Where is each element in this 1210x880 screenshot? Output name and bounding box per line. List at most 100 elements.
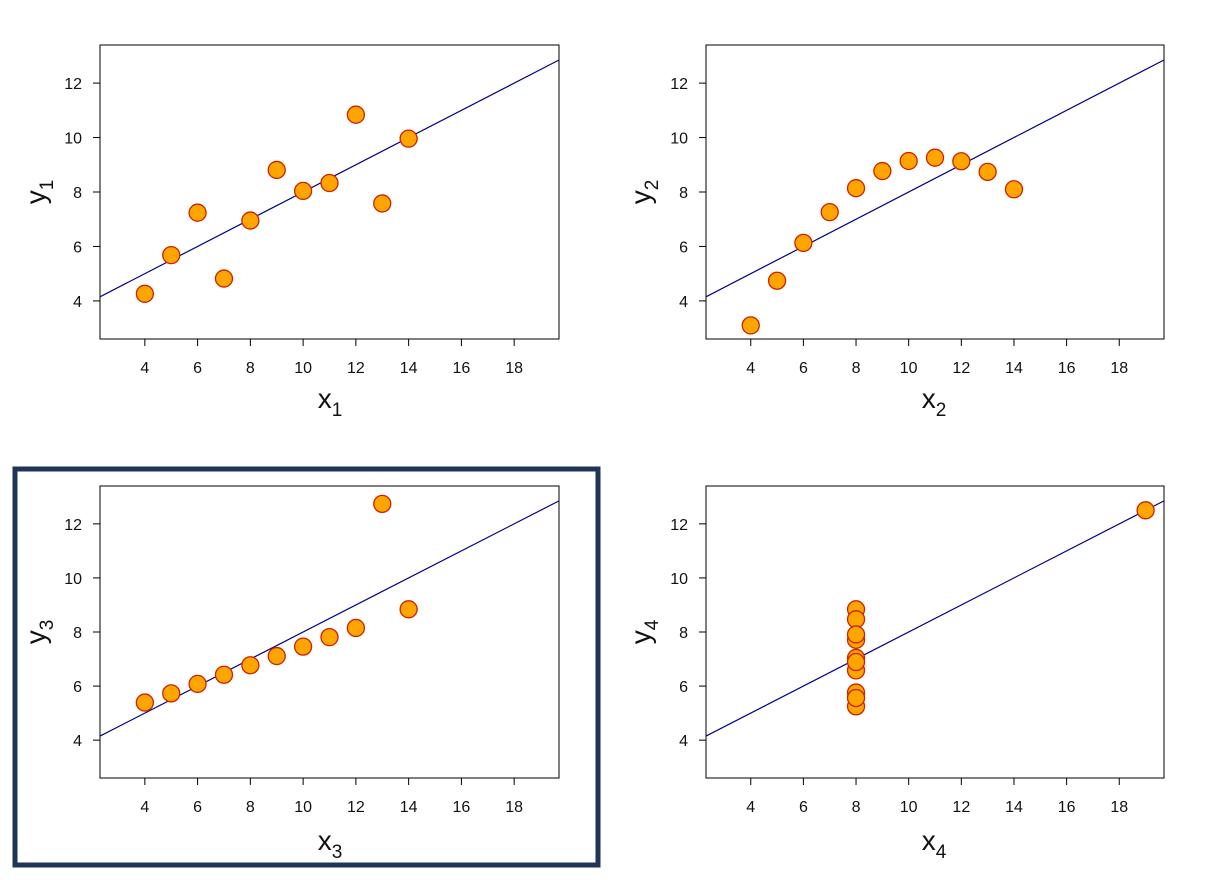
y-axis-label-main: y — [20, 190, 51, 204]
y-tick-label: 12 — [670, 517, 688, 534]
data-point — [346, 618, 366, 638]
y-tick-label: 6 — [679, 679, 688, 696]
data-point — [267, 160, 286, 180]
data-point — [241, 656, 260, 675]
x-axis-label-subscript: 4 — [936, 842, 947, 863]
x-axis-label: x3 — [318, 825, 343, 863]
data-point — [346, 105, 366, 124]
x-tick-label: 12 — [347, 799, 365, 816]
data-point — [162, 684, 181, 703]
data-point — [820, 202, 839, 222]
data-point — [267, 646, 286, 666]
x-tick-label: 6 — [799, 799, 808, 816]
y-axis-label-subscript: 1 — [37, 180, 58, 191]
data-point — [1004, 180, 1024, 199]
x-tick-label: 4 — [746, 360, 755, 377]
highlight-border — [12, 466, 601, 868]
x-tick-label: 12 — [952, 799, 970, 816]
x-tick-label: 10 — [294, 799, 312, 816]
data-point — [899, 151, 918, 171]
y-tick-label: 10 — [64, 571, 82, 588]
y-tick-label: 8 — [679, 625, 688, 642]
x-tick-label: 16 — [452, 360, 470, 377]
y-tick-label: 10 — [64, 131, 82, 148]
y-tick-label: 8 — [73, 185, 82, 202]
y-tick-label: 12 — [64, 517, 82, 534]
y-axis-label-subscript: 4 — [642, 619, 663, 630]
data-point — [214, 665, 234, 684]
y-tick-label: 6 — [679, 239, 688, 256]
data-point — [214, 269, 234, 288]
data-point — [241, 211, 260, 230]
x-axis-label-main: x — [922, 383, 936, 414]
y-tick-label: 10 — [670, 131, 688, 148]
x-tick-label: 12 — [347, 360, 365, 377]
x-tick-label: 18 — [1110, 799, 1128, 816]
x-tick-label: 4 — [140, 799, 149, 816]
y-tick-label: 4 — [679, 294, 688, 311]
y-tick-label: 12 — [670, 76, 688, 93]
x-tick-label: 8 — [852, 360, 861, 377]
x-tick-label: 14 — [400, 360, 418, 377]
x-axis-label: x4 — [922, 825, 947, 863]
x-axis-label: x2 — [922, 383, 947, 421]
y-axis-label: y4 — [625, 619, 663, 644]
data-point — [293, 637, 313, 656]
x-tick-label: 14 — [400, 799, 418, 816]
data-point — [952, 152, 971, 171]
data-point — [320, 627, 339, 647]
data-point — [846, 688, 866, 708]
data-point — [794, 233, 813, 253]
y-tick-label: 4 — [679, 733, 688, 750]
data-point — [162, 246, 181, 265]
x-axis-label-main: x — [318, 825, 332, 856]
y-tick-label: 12 — [64, 76, 82, 93]
y-tick-label: 4 — [73, 733, 82, 750]
x-axis-label-main: x — [922, 825, 936, 856]
x-tick-label: 8 — [246, 799, 255, 816]
x-tick-label: 8 — [852, 799, 861, 816]
x-tick-label: 14 — [1005, 799, 1023, 816]
y-axis-label: y1 — [20, 180, 58, 205]
y-axis-label-subscript: 3 — [37, 620, 58, 631]
y-tick-label: 10 — [670, 571, 688, 588]
data-point — [846, 610, 866, 629]
data-point — [741, 316, 760, 335]
data-point — [399, 600, 418, 619]
x-tick-label: 6 — [193, 799, 202, 816]
y-axis-label-main: y — [625, 190, 656, 204]
y-tick-label: 8 — [679, 185, 688, 202]
data-point — [846, 652, 866, 672]
data-point — [925, 148, 945, 167]
data-point — [135, 693, 154, 712]
data-point — [873, 161, 892, 181]
y-tick-label: 8 — [73, 625, 82, 642]
x-tick-label: 14 — [1005, 360, 1023, 377]
regression-line — [706, 500, 1164, 737]
x-tick-label: 18 — [1110, 360, 1128, 377]
x-tick-label: 16 — [452, 799, 470, 816]
data-point — [135, 284, 154, 303]
y-tick-label: 4 — [73, 294, 82, 311]
data-point — [293, 181, 313, 201]
x-tick-label: 16 — [1058, 799, 1076, 816]
x-tick-label: 6 — [193, 360, 202, 377]
data-point — [846, 625, 866, 644]
x-axis-label: x1 — [318, 383, 343, 421]
x-tick-label: 10 — [900, 360, 918, 377]
data-point — [399, 129, 418, 148]
data-point — [188, 203, 207, 222]
x-tick-label: 16 — [1058, 360, 1076, 377]
data-point — [188, 674, 207, 694]
x-tick-label: 18 — [505, 799, 523, 816]
plot-frame — [705, 485, 1165, 779]
x-axis-label-subscript: 3 — [332, 842, 343, 863]
x-tick-label: 10 — [294, 360, 312, 377]
data-point — [320, 173, 339, 193]
x-axis-label-subscript: 2 — [936, 400, 947, 421]
x-axis-label-main: x — [318, 383, 332, 414]
